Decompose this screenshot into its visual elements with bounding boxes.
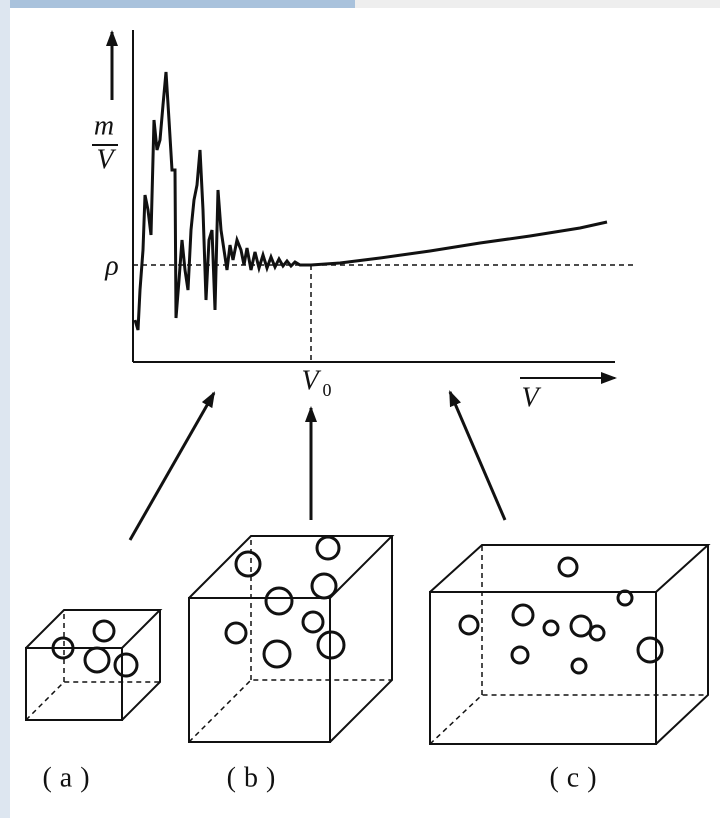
rho-label: ρ: [104, 250, 118, 281]
v0-subscript: 0: [323, 380, 332, 400]
arrow-c: [450, 392, 505, 520]
density-curve: [135, 72, 607, 330]
diagram: m V ρ V 0 V (a) (b) (c): [0, 0, 720, 818]
left-border: [0, 0, 10, 818]
x-label: V: [521, 382, 541, 413]
top-bar-right: [355, 0, 720, 8]
box-b: [189, 536, 392, 742]
y-label-num: m: [94, 110, 114, 141]
page: m V ρ V 0 V (a) (b) (c) (() => { const d…: [0, 0, 720, 818]
arrow-a: [130, 393, 214, 540]
panel-label: (c): [549, 762, 604, 793]
y-label-den: V: [96, 144, 116, 175]
panel-label: (a): [42, 762, 97, 793]
panel-label: (b): [227, 762, 284, 793]
box-c: [430, 545, 708, 744]
v0-label: V: [301, 365, 321, 396]
top-bar: [0, 0, 355, 8]
box-a: [26, 610, 160, 720]
